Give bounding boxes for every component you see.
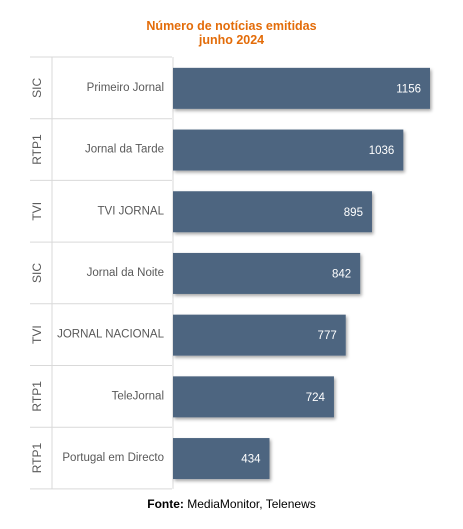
source-text: MediaMonitor, Telenews [187,497,316,511]
bar [173,67,430,109]
value-label: 1036 [369,145,395,157]
program-label: Jornal da Tarde [85,144,164,156]
channel-label: TVI [30,325,44,344]
channel-label: RTP1 [30,381,44,412]
program-label: Primeiro Jornal [87,82,164,94]
bar [173,314,346,356]
bar [173,129,404,171]
program-label: TeleJornal [112,390,164,402]
bar [173,376,334,418]
program-label: Jornal da Noite [87,267,164,279]
channel-label: RTP1 [30,443,44,474]
value-label: 895 [344,207,363,219]
channel-label: SIC [30,78,44,98]
channel-label: SIC [30,263,44,283]
bar [173,438,270,480]
bar [173,252,361,294]
program-label: JORNAL NACIONAL [57,329,165,341]
source-label: Fonte: [147,497,184,511]
program-label: TVI JORNAL [98,205,165,217]
channel-label: TVI [30,202,44,221]
chart-subtitle: junho 2024 [198,33,265,47]
channel-label: RTP1 [30,134,44,165]
program-label: Portugal em Directo [62,452,164,464]
value-label: 434 [241,454,261,466]
bar [173,191,372,233]
value-label: 777 [318,330,337,342]
value-label: 724 [306,392,326,404]
value-label: 1156 [396,83,421,95]
chart-title: Número de notícias emitidas [146,19,317,33]
value-label: 842 [332,268,351,280]
source-note: Fonte: MediaMonitor, Telenews [0,497,463,511]
